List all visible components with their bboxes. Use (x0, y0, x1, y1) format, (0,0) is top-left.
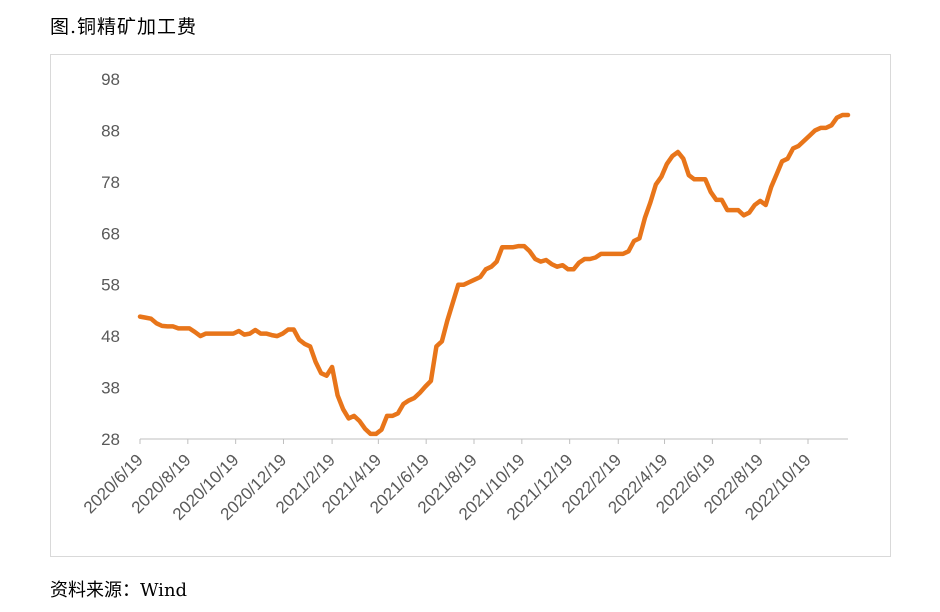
y-tick-label: 28 (101, 430, 120, 449)
y-tick-label: 78 (101, 173, 120, 192)
source-note: 资料来源：Wind (50, 580, 188, 601)
y-tick-label: 58 (101, 276, 120, 295)
series-line (137, 112, 851, 437)
y-tick-label: 98 (101, 70, 120, 89)
series-layer (137, 112, 851, 437)
y-tick-label: 88 (101, 121, 120, 140)
chart-frame (50, 54, 891, 557)
figure-title: 图.铜精矿加工费 (50, 16, 198, 38)
y-tick-label: 48 (101, 327, 120, 346)
y-tick-label: 68 (101, 224, 120, 243)
y-tick-label: 38 (101, 379, 120, 398)
x-axis-ticks: 2020/6/192020/8/192020/10/192020/12/1920… (80, 439, 815, 524)
y-axis-ticks: 28 38 48 58 68 78 88 98 (101, 70, 120, 449)
